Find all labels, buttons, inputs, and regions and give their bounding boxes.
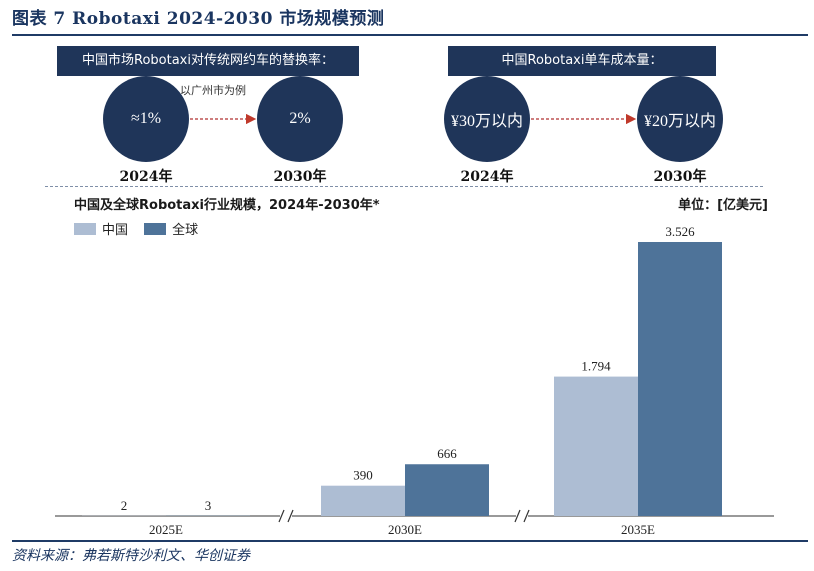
legend-label-china: 中国 [102,223,129,238]
replacement-rate-header: 中国市场Robotaxi对传统网约车的替换率： [57,46,359,76]
legend-swatch-china [74,223,96,235]
unit-cost-2030-year: 2030年 [653,169,707,185]
source-note: 资料来源：弗若斯特沙利文、华创证券 [12,548,250,564]
data-label-china-2025e: 2 [121,498,128,513]
replacement-rate-2030-value: 2% [289,110,311,127]
section-separator [45,186,763,187]
chart-unit: 单位：[亿美元] [678,198,768,213]
data-label-global-2035e: 3.526 [665,224,695,239]
replacement-rate-2030-year: 2030年 [273,169,327,185]
axis-break-mark-1a [278,509,285,523]
unit-cost-2030-circle: ¥20万以内 [637,76,723,162]
x-tick-label-2035e: 2035E [621,522,655,537]
chart-legend: 中国 全球 [74,219,210,238]
legend-swatch-global [144,223,167,235]
bar-china-2030e [321,485,405,516]
unit-cost-2024-year: 2024年 [460,169,514,185]
guangzhou-example-note: 以广州市为例 [180,84,246,97]
legend-item-global: 全球 [144,223,198,238]
x-tick-label-2030e: 2030E [388,522,422,537]
axis-break-mark-2b [523,509,530,523]
replacement-rate-2024-value: ≈1% [130,110,162,127]
data-label-china-2035e: 1.794 [581,359,611,374]
x-tick-label-2025e: 2025E [149,522,183,537]
replacement-rate-2030-circle: 2% [257,76,343,162]
bar-global-2030e [405,464,489,516]
legend-item-china: 中国 [74,223,132,238]
data-label-global-2030e: 666 [437,446,457,461]
axis-break-mark-2a [514,509,521,523]
replacement-rate-2024-circle: ≈1% [103,76,189,162]
unit-cost-2024-circle: ¥30万以内 [444,76,530,162]
top-rule [12,34,808,36]
chart-title: 中国及全球Robotaxi行业规模，2024年-2030年* [74,198,380,213]
replacement-rate-2024-year: 2024年 [119,169,173,185]
data-label-global-2025e: 3 [205,498,212,513]
bar-global-2035e [638,242,722,516]
legend-label-global: 全球 [172,223,199,238]
unit-cost-2030-value: ¥20万以内 [643,113,716,130]
figure-title: 图表 7 Robotaxi 2024-2030 市场规模预测 [12,9,385,29]
unit-cost-2024-value: ¥30万以内 [450,113,523,130]
bottom-rule [12,540,808,542]
bar-china-2035e [554,376,638,516]
axis-break-mark-1b [287,509,294,523]
unit-cost-header: 中国Robotaxi单车成本量： [448,46,716,76]
data-label-china-2030e: 390 [353,468,373,483]
